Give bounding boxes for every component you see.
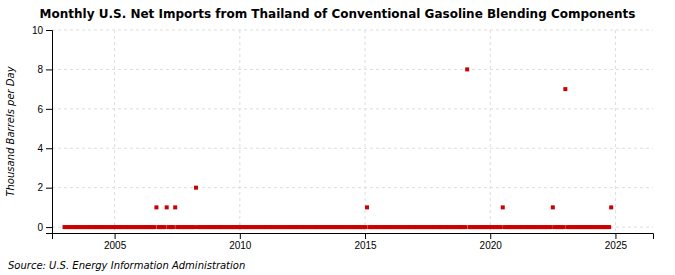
grid-line-x [490, 30, 491, 233]
point [607, 225, 611, 229]
point [499, 225, 503, 229]
axis-line [53, 234, 654, 240]
y-axis: 0 2 4 6 8 10 [32, 25, 53, 234]
tick-label: 8 [37, 64, 43, 75]
axis-line [46, 31, 53, 234]
tick: 2010 [229, 233, 252, 251]
point [163, 225, 167, 229]
grid-line-x [365, 30, 366, 233]
point [551, 205, 555, 209]
source: Source: U.S. Energy Information Administ… [8, 260, 245, 271]
tick: 10 [32, 25, 52, 36]
tick-label: 2005 [104, 240, 127, 251]
tick-label: 2015 [354, 240, 377, 251]
tick: 2020 [480, 233, 503, 251]
grid-line-y [52, 30, 653, 31]
tick-label: 2 [37, 182, 43, 193]
y-axis-title: Thousand Barrels per Day [5, 65, 16, 196]
tick-mark [240, 233, 241, 239]
tick: 2005 [104, 233, 127, 251]
tick-mark [46, 188, 52, 189]
tick-label: 6 [37, 104, 43, 115]
point [561, 225, 565, 229]
plot-area: 2005 2010 2015 2020 2025 0 2 4 6 8 10 [32, 25, 654, 251]
point [563, 87, 567, 91]
tick-label: 4 [37, 143, 43, 154]
tick-mark [46, 30, 52, 31]
tick-label: 0 [37, 222, 43, 233]
tick-label: 2020 [480, 240, 503, 251]
tick: 8 [37, 64, 52, 75]
tick-label: 2010 [229, 240, 252, 251]
point [171, 225, 175, 229]
grid [52, 30, 653, 233]
tick-mark [490, 233, 491, 239]
tick-mark [46, 148, 52, 149]
point [501, 205, 505, 209]
tick-label: 10 [32, 25, 44, 36]
tick: 6 [37, 104, 52, 115]
points [63, 67, 614, 229]
point [363, 225, 367, 229]
tick: 2025 [605, 233, 628, 251]
point [173, 205, 177, 209]
point [549, 225, 553, 229]
grid-line-y [52, 148, 653, 149]
point [609, 205, 613, 209]
tick-mark [46, 227, 52, 228]
point [194, 186, 198, 190]
tick-label: 2025 [605, 240, 628, 251]
tick: 4 [37, 143, 52, 154]
x-axis: 2005 2010 2015 2020 2025 [53, 233, 654, 251]
point [365, 205, 369, 209]
tick: 2015 [354, 233, 377, 251]
title: Monthly U.S. Net Imports from Thailand o… [40, 7, 636, 21]
grid-line-y [52, 187, 653, 188]
grid-line-x [114, 30, 115, 233]
point [154, 205, 158, 209]
chart: 2005 2010 2015 2020 2025 0 2 4 6 8 10 Monthly U.S. … [0, 0, 675, 275]
point [463, 225, 467, 229]
tick-mark [615, 233, 616, 239]
tick-mark [46, 69, 52, 70]
point [465, 67, 469, 71]
tick-mark [115, 233, 116, 239]
tick-mark [365, 233, 366, 239]
tick: 2 [37, 182, 52, 193]
tick: 0 [37, 222, 52, 233]
point [192, 225, 196, 229]
point [165, 205, 169, 209]
point [152, 225, 156, 229]
grid-line-x [615, 30, 616, 233]
tick-mark [46, 109, 52, 110]
grid-line-x [239, 30, 240, 233]
grid-line-y [52, 108, 653, 109]
grid-line-y [52, 69, 653, 70]
